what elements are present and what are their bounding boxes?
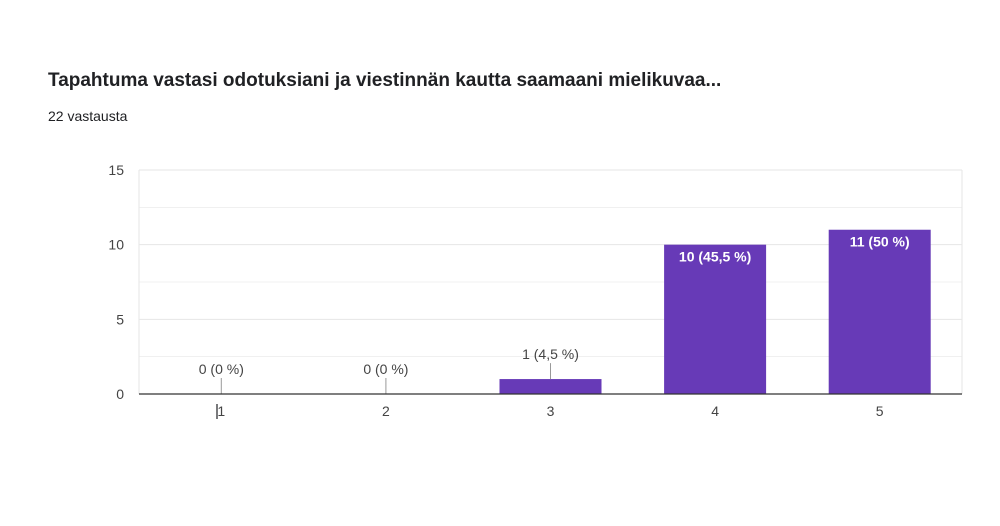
bar [499,379,602,394]
data-label: 0 (0 %) [363,361,408,377]
x-tick-label: 4 [711,403,719,419]
data-label: 11 (50 %) [850,234,910,250]
x-tick-label: 1 [217,403,225,419]
data-label: 1 (4,5 %) [522,346,579,362]
x-tick-label: 3 [547,403,555,419]
response-count: 22 vastausta [48,108,128,124]
x-tick-label: 2 [382,403,390,419]
x-tick-label: 5 [876,403,884,419]
y-tick-label: 5 [116,311,124,327]
y-tick-label: 0 [116,386,124,402]
bar [664,244,767,394]
chart-title: Tapahtuma vastasi odotuksiani ja viestin… [48,70,722,91]
y-tick-label: 15 [108,162,124,178]
data-label: 10 (45,5 %) [679,249,751,265]
y-tick-label: 10 [108,237,124,253]
bar [828,229,931,394]
data-label: 0 (0 %) [199,361,244,377]
